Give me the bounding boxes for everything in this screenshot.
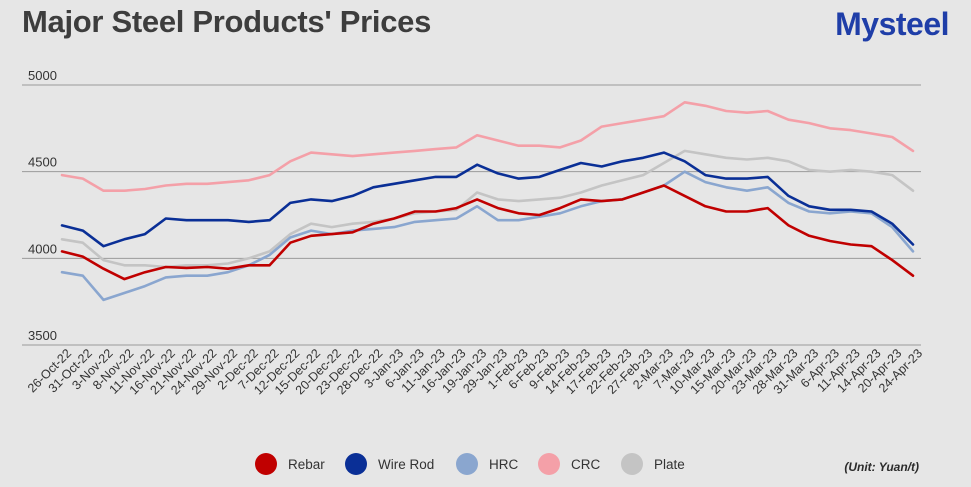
x-axis-ticks: 26-Oct-2231-Oct-223-Nov-228-Nov-2211-Nov… [25,346,925,397]
legend-label: CRC [571,457,600,472]
mysteel-logo: Mysteel [835,6,949,42]
gridlines [22,84,921,346]
series-lines [60,101,915,302]
legend-marker [255,453,277,475]
series-line-rebar [60,184,915,281]
series-line-crc [60,101,915,192]
legend-label: HRC [489,457,518,472]
y-tick-label: 5000 [28,68,57,83]
legend-item-rebar: Rebar [255,453,325,475]
legend-marker [538,453,560,475]
legend-label: Rebar [288,457,325,472]
legend-marker [621,453,643,475]
y-axis-ticks: 3500 4000 4500 5000 [28,68,57,343]
legend-item-plate: Plate [621,453,685,475]
series-line-wire-rod [60,151,915,248]
page-title: Major Steel Products' Prices [22,4,432,39]
y-tick-label: 3500 [28,328,57,343]
legend-marker [345,453,367,475]
legend-item-wire-rod: Wire Rod [345,453,434,475]
legend-label: Wire Rod [378,457,434,472]
unit-label: (Unit: Yuan/t) [844,460,919,474]
y-tick-label: 4500 [28,155,57,170]
series-line-plate [60,149,915,269]
series-line-hrc [60,170,915,302]
legend-item-crc: CRC [538,453,600,475]
legend-label: Plate [654,457,685,472]
y-tick-label: 4000 [28,241,57,256]
legend: Rebar Wire Rod HRC CRC Plate [255,453,685,475]
legend-marker [456,453,478,475]
legend-item-hrc: HRC [456,453,518,475]
